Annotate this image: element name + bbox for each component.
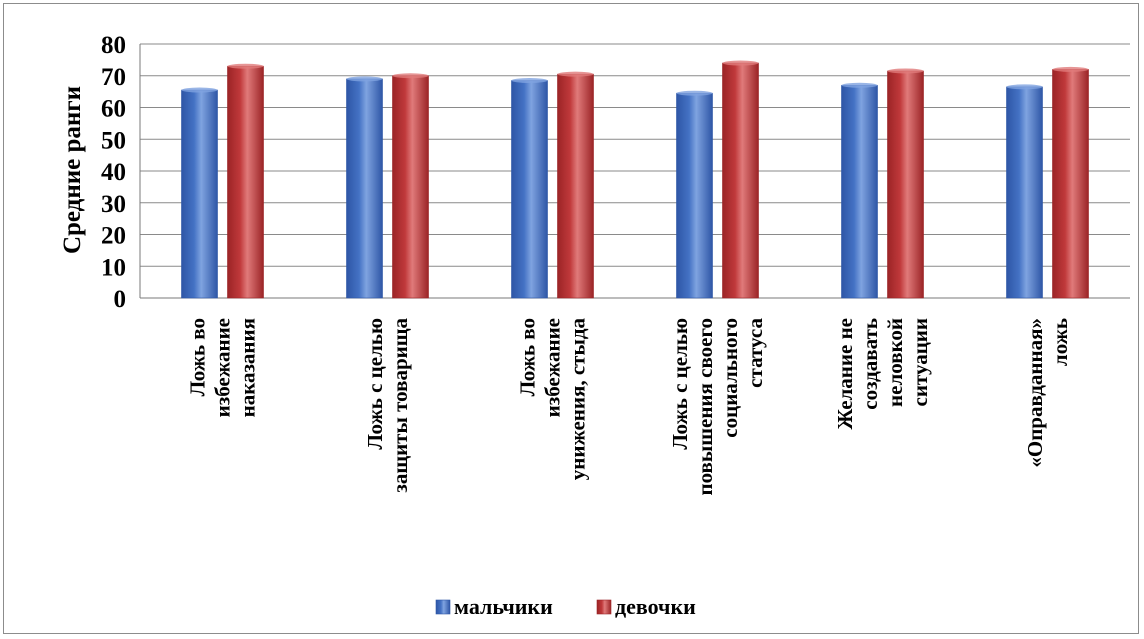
- bar-top: [1052, 66, 1089, 72]
- bar-мальчики: [346, 78, 383, 299]
- legend-label: девочки: [615, 594, 696, 619]
- y-tick-label: 10: [101, 254, 126, 281]
- category-label: «Оправданная» ложь: [1023, 318, 1072, 468]
- category-label-line: Ложь с целью: [363, 318, 387, 450]
- category-label: Желание не создавать неловкой ситуации: [833, 318, 932, 430]
- category-label: Ложь с целью повышения своего социального с…: [668, 318, 767, 496]
- category-label-line: повышения своего: [693, 318, 717, 496]
- category-label-line: наказания: [236, 318, 260, 417]
- category-label-line: неловкой: [883, 318, 907, 407]
- category-label-line: избежание: [211, 318, 235, 417]
- gridlines: [140, 43, 1130, 299]
- category-label-line: Ложь с целью: [668, 318, 692, 450]
- bar-девочки: [722, 62, 759, 299]
- y-tick-label: 80: [101, 32, 126, 59]
- legend-swatch: [435, 599, 451, 615]
- bar-top: [676, 90, 713, 96]
- legend-label: мальчики: [454, 594, 553, 619]
- y-tick-label: 20: [101, 223, 126, 250]
- category-label-line: ситуации: [908, 318, 932, 406]
- bar-девочки: [887, 70, 924, 299]
- bar-top: [841, 82, 878, 88]
- y-tick-label: 30: [101, 191, 126, 218]
- legend: мальчики девочки: [435, 594, 696, 619]
- bar-мальчики: [1006, 86, 1043, 299]
- legend-swatch: [596, 599, 612, 615]
- bar-top: [181, 87, 218, 93]
- category-label-line: Ложь во: [186, 318, 210, 396]
- bar-top: [392, 73, 429, 79]
- bar-top: [722, 60, 759, 66]
- category-label-line: Ложь во: [516, 318, 540, 396]
- bar-top: [227, 63, 264, 69]
- bar-мальчики: [181, 89, 218, 299]
- y-axis-title: Средние ранги: [59, 86, 86, 254]
- bar-top: [346, 76, 383, 82]
- bar-девочки: [1052, 69, 1089, 299]
- bar-мальчики: [676, 92, 713, 299]
- category-label-line: Желание не: [833, 318, 857, 430]
- y-tick-labels: 0 10 20 30 40 50 60 70 80: [101, 32, 126, 313]
- category-label-line: ложь: [1048, 318, 1072, 366]
- category-label: Ложь во избежание унижения, стыда: [516, 318, 590, 481]
- y-tick-label: 50: [101, 127, 126, 154]
- bar-девочки: [392, 75, 429, 299]
- bar-девочки: [227, 65, 264, 299]
- y-tick-label: 40: [101, 159, 126, 186]
- category-labels: Ложь во избежание наказания Ложь с целью защ…: [186, 318, 1073, 496]
- category-label-line: унижения, стыда: [566, 318, 590, 481]
- category-label-line: избежание: [541, 318, 565, 417]
- y-tick-label: 70: [101, 64, 126, 91]
- category-label: Ложь с целью защиты товарища: [363, 318, 412, 493]
- category-label-line: создавать: [858, 318, 882, 410]
- y-tick-label: 0: [114, 286, 127, 313]
- category-label-line: статуса: [743, 318, 767, 388]
- category-label: Ложь во избежание наказания: [186, 318, 260, 417]
- axes: [139, 44, 1130, 299]
- bars: [181, 60, 1089, 299]
- y-tick-label: 60: [101, 96, 126, 123]
- bar-top: [557, 71, 594, 77]
- bar-мальчики: [511, 80, 548, 299]
- category-label-line: социального: [718, 318, 742, 438]
- bar-мальчики: [841, 84, 878, 299]
- bar-top: [1006, 84, 1043, 90]
- category-label-line: «Оправданная»: [1023, 318, 1047, 468]
- category-label-line: защиты товарища: [388, 318, 412, 493]
- bar-top: [887, 68, 924, 74]
- bar-девочки: [557, 73, 594, 299]
- bar-top: [511, 78, 548, 84]
